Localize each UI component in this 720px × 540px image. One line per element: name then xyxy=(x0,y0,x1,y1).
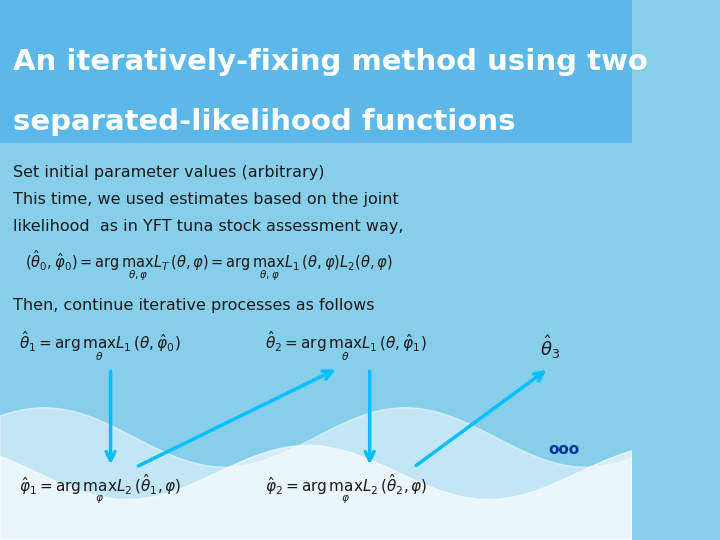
Text: $\hat{\varphi}_2 = \arg\max_{\varphi} L_2(\hat{\theta}_2,\varphi)$: $\hat{\varphi}_2 = \arg\max_{\varphi} L_… xyxy=(266,472,428,505)
Text: $\hat{\theta}_2 = \arg\max_{\theta} L_1(\theta,\hat{\varphi}_1)$: $\hat{\theta}_2 = \arg\max_{\theta} L_1(… xyxy=(266,330,427,363)
Text: Then, continue iterative processes as follows: Then, continue iterative processes as fo… xyxy=(13,298,374,313)
Text: $( \hat{\theta}_0, \hat{\varphi}_0 ) = \arg\max_{\theta,\varphi} L_T(\theta,\var: $( \hat{\theta}_0, \hat{\varphi}_0 ) = \… xyxy=(25,248,393,283)
Text: $\hat{\varphi}_1 = \arg\max_{\varphi} L_2(\hat{\theta}_1,\varphi)$: $\hat{\varphi}_1 = \arg\max_{\varphi} L_… xyxy=(19,472,181,505)
Text: This time, we used estimates based on the joint: This time, we used estimates based on th… xyxy=(13,192,398,207)
Text: $\hat{\theta}_1 = \arg\max_{\theta} L_1(\theta,\hat{\varphi}_0)$: $\hat{\theta}_1 = \arg\max_{\theta} L_1(… xyxy=(19,330,181,363)
Text: likelihood  as in YFT tuna stock assessment way,: likelihood as in YFT tuna stock assessme… xyxy=(13,219,403,234)
Text: separated-likelihood functions: separated-likelihood functions xyxy=(13,107,515,136)
Text: $\hat{\theta}_3$: $\hat{\theta}_3$ xyxy=(540,333,560,361)
Text: An iteratively-fixing method using two: An iteratively-fixing method using two xyxy=(13,48,647,76)
Polygon shape xyxy=(0,446,632,540)
Polygon shape xyxy=(0,408,632,540)
FancyBboxPatch shape xyxy=(0,0,632,143)
Text: ooo: ooo xyxy=(549,442,580,457)
Text: Set initial parameter values (arbitrary): Set initial parameter values (arbitrary) xyxy=(13,165,324,180)
